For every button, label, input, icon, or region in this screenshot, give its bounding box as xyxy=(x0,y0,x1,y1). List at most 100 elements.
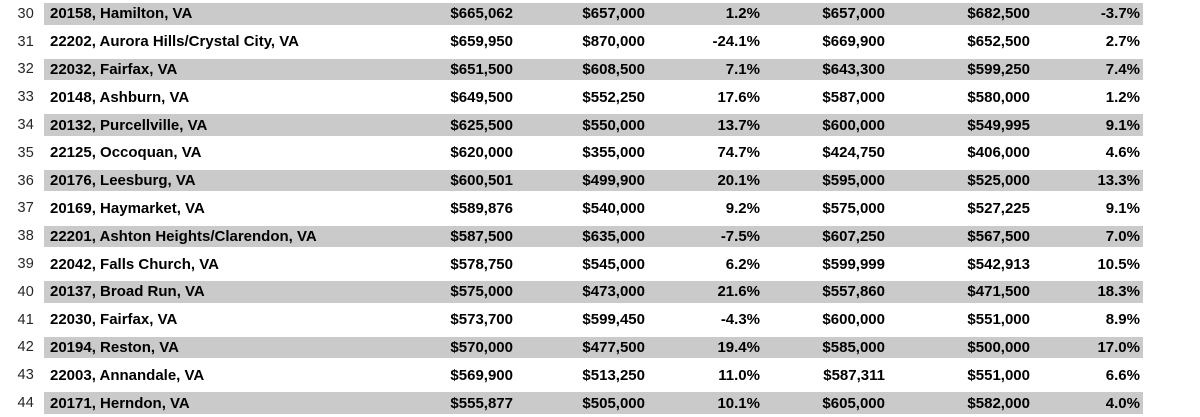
price-4-cell[interactable]: $567,500 xyxy=(967,227,1030,245)
price-4-cell[interactable]: $542,913 xyxy=(967,255,1030,273)
location-cell[interactable]: 22201, Ashton Heights/Clarendon, VA xyxy=(50,227,317,245)
price-4-cell[interactable]: $582,000 xyxy=(967,394,1030,412)
price-2-cell[interactable]: $545,000 xyxy=(582,255,645,273)
price-2-cell[interactable]: $635,000 xyxy=(582,227,645,245)
percent-change-1-cell[interactable]: -4.3% xyxy=(720,311,760,329)
percent-change-1-cell[interactable]: 10.1% xyxy=(717,394,760,412)
location-cell[interactable]: 22003, Annandale, VA xyxy=(50,366,205,384)
row-number-cell[interactable]: 33 xyxy=(17,89,34,106)
percent-change-1-cell[interactable]: 17.6% xyxy=(717,88,760,106)
percent-change-2-cell[interactable]: 6.6% xyxy=(1105,366,1140,384)
price-1-cell[interactable]: $570,000 xyxy=(450,338,513,356)
percent-change-2-cell[interactable]: 1.2% xyxy=(1105,88,1140,106)
price-3-cell[interactable]: $600,000 xyxy=(822,311,885,329)
percent-change-2-cell[interactable]: 4.6% xyxy=(1105,144,1140,162)
row-number-cell[interactable]: 40 xyxy=(17,283,34,300)
price-1-cell[interactable]: $569,900 xyxy=(450,366,513,384)
percent-change-2-cell[interactable]: 4.0% xyxy=(1105,394,1140,412)
row-number-cell[interactable]: 38 xyxy=(17,228,34,245)
price-4-cell[interactable]: $527,225 xyxy=(967,199,1030,217)
percent-change-1-cell[interactable]: 20.1% xyxy=(717,172,760,190)
location-cell[interactable]: 20132, Purcellville, VA xyxy=(50,116,208,134)
price-2-cell[interactable]: $513,250 xyxy=(582,366,645,384)
price-4-cell[interactable]: $682,500 xyxy=(967,5,1030,23)
price-2-cell[interactable]: $599,450 xyxy=(582,311,645,329)
price-3-cell[interactable]: $595,000 xyxy=(822,172,885,190)
price-2-cell[interactable]: $552,250 xyxy=(582,88,645,106)
row-number-cell[interactable]: 36 xyxy=(17,172,34,189)
price-4-cell[interactable]: $471,500 xyxy=(967,283,1030,301)
price-4-cell[interactable]: $551,000 xyxy=(967,311,1030,329)
location-cell[interactable]: 20158, Hamilton, VA xyxy=(50,5,193,23)
price-2-cell[interactable]: $540,000 xyxy=(582,199,645,217)
percent-change-1-cell[interactable]: 19.4% xyxy=(717,338,760,356)
price-1-cell[interactable]: $665,062 xyxy=(450,5,513,23)
price-3-cell[interactable]: $643,300 xyxy=(822,60,885,78)
row-number-cell[interactable]: 31 xyxy=(17,33,34,50)
price-3-cell[interactable]: $669,900 xyxy=(822,33,885,51)
price-2-cell[interactable]: $870,000 xyxy=(582,33,645,51)
location-cell[interactable]: 22125, Occoquan, VA xyxy=(50,144,202,162)
percent-change-1-cell[interactable]: 13.7% xyxy=(717,116,760,134)
price-1-cell[interactable]: $589,876 xyxy=(450,199,513,217)
percent-change-1-cell[interactable]: 7.1% xyxy=(725,60,760,78)
price-2-cell[interactable]: $550,000 xyxy=(582,116,645,134)
percent-change-2-cell[interactable]: 9.1% xyxy=(1105,199,1140,217)
location-cell[interactable]: 20176, Leesburg, VA xyxy=(50,172,196,190)
percent-change-1-cell[interactable]: 1.2% xyxy=(725,5,760,23)
percent-change-1-cell[interactable]: 6.2% xyxy=(725,255,760,273)
percent-change-1-cell[interactable]: -24.1% xyxy=(712,33,760,51)
price-2-cell[interactable]: $499,900 xyxy=(582,172,645,190)
percent-change-1-cell[interactable]: 74.7% xyxy=(717,144,760,162)
price-2-cell[interactable]: $608,500 xyxy=(582,60,645,78)
row-number-cell[interactable]: 32 xyxy=(17,61,34,78)
location-cell[interactable]: 20148, Ashburn, VA xyxy=(50,88,190,106)
price-4-cell[interactable]: $406,000 xyxy=(967,144,1030,162)
price-1-cell[interactable]: $578,750 xyxy=(450,255,513,273)
percent-change-1-cell[interactable]: -7.5% xyxy=(720,227,760,245)
price-4-cell[interactable]: $549,995 xyxy=(967,116,1030,134)
price-3-cell[interactable]: $600,000 xyxy=(822,116,885,134)
percent-change-2-cell[interactable]: -3.7% xyxy=(1100,5,1140,23)
price-3-cell[interactable]: $585,000 xyxy=(822,338,885,356)
row-number-cell[interactable]: 42 xyxy=(17,339,34,356)
price-4-cell[interactable]: $599,250 xyxy=(967,60,1030,78)
price-3-cell[interactable]: $587,311 xyxy=(823,366,885,384)
price-1-cell[interactable]: $620,000 xyxy=(450,144,513,162)
price-1-cell[interactable]: $573,700 xyxy=(450,311,513,329)
price-3-cell[interactable]: $657,000 xyxy=(822,5,885,23)
price-3-cell[interactable]: $557,860 xyxy=(822,283,885,301)
price-3-cell[interactable]: $587,000 xyxy=(822,88,885,106)
price-4-cell[interactable]: $580,000 xyxy=(967,88,1030,106)
price-1-cell[interactable]: $587,500 xyxy=(450,227,513,245)
price-4-cell[interactable]: $500,000 xyxy=(967,338,1030,356)
row-number-cell[interactable]: 44 xyxy=(17,395,34,412)
price-1-cell[interactable]: $649,500 xyxy=(450,88,513,106)
price-3-cell[interactable]: $599,999 xyxy=(822,255,885,273)
percent-change-2-cell[interactable]: 7.0% xyxy=(1105,227,1140,245)
percent-change-1-cell[interactable]: 9.2% xyxy=(725,199,760,217)
price-3-cell[interactable]: $575,000 xyxy=(822,199,885,217)
row-number-cell[interactable]: 35 xyxy=(17,144,34,161)
percent-change-2-cell[interactable]: 2.7% xyxy=(1105,33,1140,51)
row-number-cell[interactable]: 30 xyxy=(17,5,34,22)
price-3-cell[interactable]: $424,750 xyxy=(822,144,885,162)
location-cell[interactable]: 22042, Falls Church, VA xyxy=(50,255,219,273)
price-1-cell[interactable]: $600,501 xyxy=(450,172,513,190)
price-1-cell[interactable]: $659,950 xyxy=(450,33,513,51)
row-number-cell[interactable]: 37 xyxy=(17,200,34,217)
row-number-cell[interactable]: 43 xyxy=(17,367,34,384)
price-1-cell[interactable]: $575,000 xyxy=(450,283,513,301)
price-1-cell[interactable]: $555,877 xyxy=(450,394,513,412)
percent-change-2-cell[interactable]: 18.3% xyxy=(1097,283,1140,301)
location-cell[interactable]: 22032, Fairfax, VA xyxy=(50,60,178,78)
price-3-cell[interactable]: $605,000 xyxy=(822,394,885,412)
price-2-cell[interactable]: $505,000 xyxy=(582,394,645,412)
price-2-cell[interactable]: $355,000 xyxy=(582,144,645,162)
price-1-cell[interactable]: $625,500 xyxy=(450,116,513,134)
percent-change-2-cell[interactable]: 8.9% xyxy=(1105,311,1140,329)
row-number-cell[interactable]: 34 xyxy=(17,117,34,134)
price-3-cell[interactable]: $607,250 xyxy=(822,227,885,245)
percent-change-2-cell[interactable]: 13.3% xyxy=(1097,172,1140,190)
location-cell[interactable]: 20169, Haymarket, VA xyxy=(50,199,205,217)
